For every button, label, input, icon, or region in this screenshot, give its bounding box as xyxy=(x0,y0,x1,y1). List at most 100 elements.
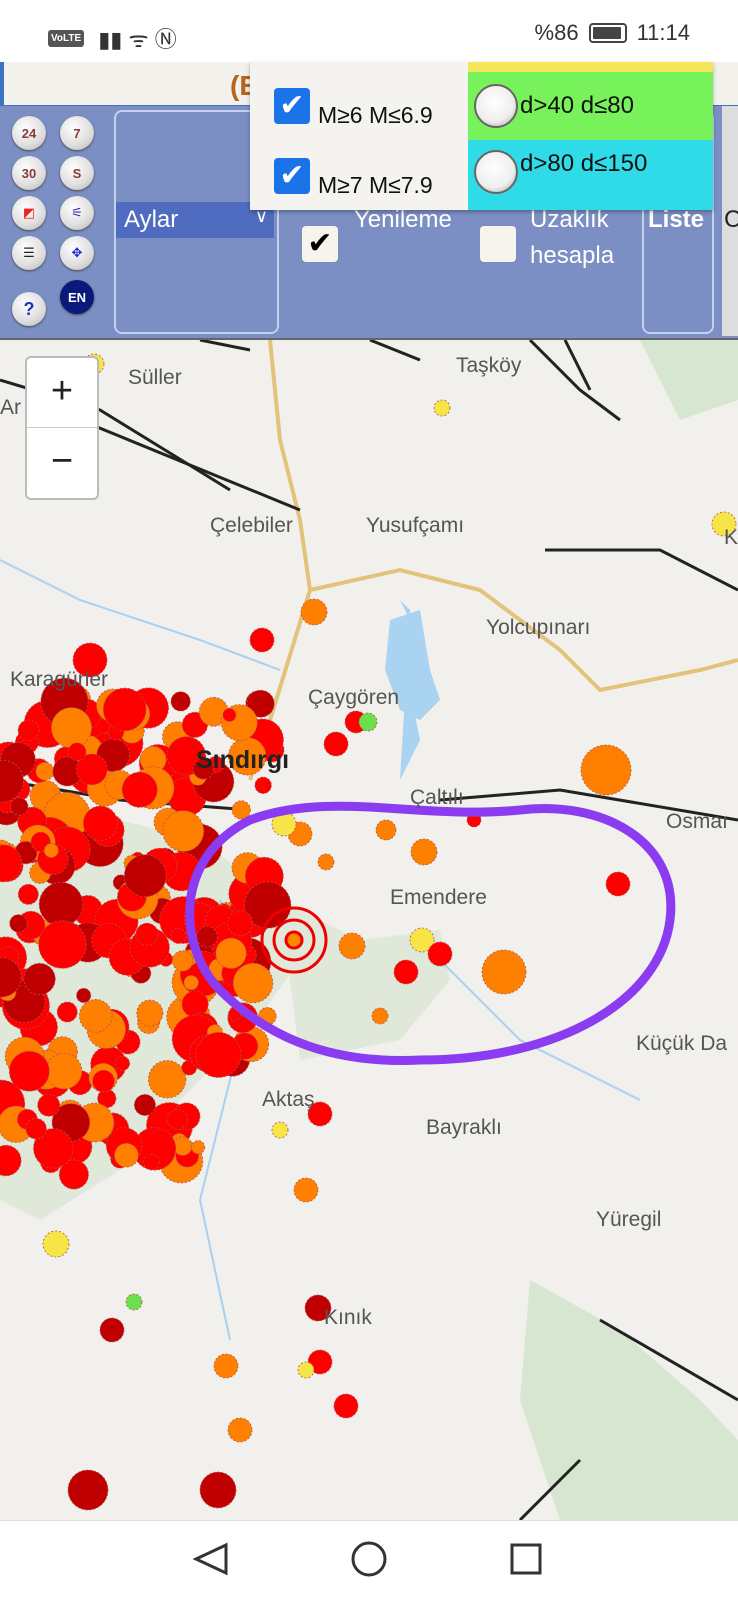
earthquake-marker-red[interactable] xyxy=(25,1118,47,1140)
move-icon[interactable]: ✥ xyxy=(60,236,94,270)
earthquake-marker-red[interactable] xyxy=(8,1050,50,1092)
earthquake-marker-red[interactable] xyxy=(135,922,159,946)
earthquake-marker-red[interactable] xyxy=(17,719,40,742)
earthquake-marker-dark-red[interactable] xyxy=(133,1094,156,1116)
earthquake-marker-red[interactable] xyxy=(227,910,254,937)
fault-lines-icon[interactable]: ⚟ xyxy=(60,196,94,230)
earthquake-marker-yellow[interactable] xyxy=(433,399,451,417)
earthquake-marker-orange[interactable] xyxy=(300,598,328,626)
earthquake-marker-orange[interactable] xyxy=(191,1140,206,1155)
earthquake-marker-orange[interactable] xyxy=(173,1136,193,1156)
earthquake-marker-orange[interactable] xyxy=(43,843,59,859)
earthquake-marker-orange[interactable] xyxy=(317,853,335,871)
earthquake-marker-orange[interactable] xyxy=(231,800,251,820)
earthquake-marker-yellow[interactable] xyxy=(271,1121,289,1139)
earthquake-marker-red[interactable] xyxy=(56,1001,78,1023)
earthquake-marker-red[interactable] xyxy=(254,776,272,794)
list-button[interactable]: Liste xyxy=(648,206,705,233)
earthquake-marker-yellow[interactable] xyxy=(711,511,737,537)
earthquake-marker-orange[interactable] xyxy=(227,1417,253,1443)
earthquake-marker-red[interactable] xyxy=(121,771,158,808)
earthquake-marker-orange[interactable] xyxy=(183,975,199,991)
last-30d-button[interactable]: 30 xyxy=(12,156,46,190)
depth-40-80-option[interactable]: d>40 d≤80 xyxy=(468,72,713,140)
earthquake-marker-red[interactable] xyxy=(102,687,147,732)
earthquake-marker-orange[interactable] xyxy=(375,819,397,841)
earthquake-marker-dark-red[interactable] xyxy=(9,914,28,933)
magnitude-7-checkbox[interactable]: ✔ xyxy=(274,158,310,194)
earthquake-marker-yellow[interactable] xyxy=(297,1361,315,1379)
magnitude-6-checkbox[interactable]: ✔ xyxy=(274,88,310,124)
earthquake-marker-dark-red[interactable] xyxy=(192,758,215,780)
earthquake-marker-orange[interactable] xyxy=(79,999,113,1033)
s-button[interactable]: S xyxy=(60,156,94,190)
earthquake-marker-orange[interactable] xyxy=(228,737,267,776)
earthquake-marker-orange[interactable] xyxy=(232,962,274,1004)
earthquake-marker-orange[interactable] xyxy=(410,838,438,866)
earthquake-marker-dark-red[interactable] xyxy=(0,956,22,998)
last-24h-button[interactable]: 24 xyxy=(12,116,46,150)
earthquake-marker-red[interactable] xyxy=(72,642,108,678)
earthquake-marker-orange[interactable] xyxy=(338,932,366,960)
earthquake-marker-red[interactable] xyxy=(97,1088,117,1109)
earthquake-marker-orange[interactable] xyxy=(162,810,205,852)
earthquake-marker-orange[interactable] xyxy=(172,950,194,972)
earthquake-marker-red[interactable] xyxy=(17,883,39,905)
zoom-out-button[interactable]: − xyxy=(50,440,74,482)
earthquake-marker-red[interactable] xyxy=(167,1109,188,1130)
earthquake-marker-dark-red[interactable] xyxy=(0,759,24,803)
earthquake-marker-green[interactable] xyxy=(125,1293,143,1311)
earthquake-marker-red[interactable] xyxy=(393,959,419,985)
earthquake-marker-red[interactable] xyxy=(307,1349,333,1375)
earthquake-marker-dark-red[interactable] xyxy=(196,925,218,948)
earthquake-marker-red[interactable] xyxy=(114,1055,131,1072)
earthquake-marker-red[interactable] xyxy=(92,1069,115,1093)
earthquake-marker-red[interactable] xyxy=(38,920,87,969)
earthquake-marker-red[interactable] xyxy=(82,805,118,841)
earthquake-marker-dark-red[interactable] xyxy=(99,1317,125,1343)
earthquake-marker-red[interactable] xyxy=(222,708,237,722)
distance-checkbox[interactable] xyxy=(480,226,516,262)
earthquake-marker-green[interactable] xyxy=(358,712,378,732)
earthquake-marker-orange[interactable] xyxy=(45,1052,83,1090)
earthquake-marker-dark-red[interactable] xyxy=(199,1471,237,1509)
earthquake-marker-yellow[interactable] xyxy=(409,927,435,953)
earthquake-marker-dark-red[interactable] xyxy=(10,797,29,816)
earthquake-marker-red[interactable] xyxy=(132,1127,177,1171)
zoom-in-button[interactable]: + xyxy=(27,358,97,428)
earthquake-marker-red[interactable] xyxy=(323,731,349,757)
earthquake-marker-red[interactable] xyxy=(170,927,187,944)
earthquake-marker-dark-red[interactable] xyxy=(23,962,56,996)
period-select[interactable]: Aylar ∨ xyxy=(116,202,274,238)
earthquake-marker-orange[interactable] xyxy=(213,1353,239,1379)
earthquake-marker-dark-red[interactable] xyxy=(38,881,84,927)
earthquake-marker-orange[interactable] xyxy=(215,937,247,969)
earthquake-marker-orange[interactable] xyxy=(136,999,164,1027)
depth-80-150-option[interactable]: d>80 d≤150 xyxy=(468,140,713,210)
earthquake-marker-red[interactable] xyxy=(0,1144,22,1177)
earthquake-marker-orange[interactable] xyxy=(114,1142,139,1168)
earthquake-marker-red[interactable] xyxy=(37,1093,61,1117)
refresh-checkbox[interactable]: ✔ xyxy=(302,226,338,262)
earthquake-marker-orange[interactable] xyxy=(293,1177,319,1203)
earthquake-marker-dark-red[interactable] xyxy=(246,689,275,718)
earthquake-map[interactable]: + − Süller Taşköy Çelebiler Yusufçamı Yol… xyxy=(0,340,738,1520)
earthquake-marker-red[interactable] xyxy=(605,871,631,897)
earthquake-marker-red[interactable] xyxy=(75,753,108,786)
earthquake-marker-orange[interactable] xyxy=(35,761,55,781)
earthquake-marker-dark-red[interactable] xyxy=(244,881,292,929)
earthquake-marker-red[interactable] xyxy=(195,1031,242,1078)
earthquake-marker-red[interactable] xyxy=(333,1393,359,1419)
help-icon[interactable]: ? xyxy=(12,292,46,326)
earthquake-marker-dark-red[interactable] xyxy=(76,987,92,1003)
last-7d-button[interactable]: 7 xyxy=(60,116,94,150)
earthquake-marker-orange[interactable] xyxy=(371,1007,389,1025)
earthquake-marker-dark-red[interactable] xyxy=(304,1294,332,1322)
list-icon[interactable]: ☰ xyxy=(12,236,46,270)
earthquake-marker-red[interactable] xyxy=(249,627,275,653)
radio-icon[interactable] xyxy=(474,84,518,128)
language-en-button[interactable]: EN xyxy=(60,280,94,314)
earthquake-marker-orange[interactable] xyxy=(50,707,93,749)
earthquake-marker-red[interactable] xyxy=(67,742,87,761)
earthquake-marker-red[interactable] xyxy=(427,941,453,967)
